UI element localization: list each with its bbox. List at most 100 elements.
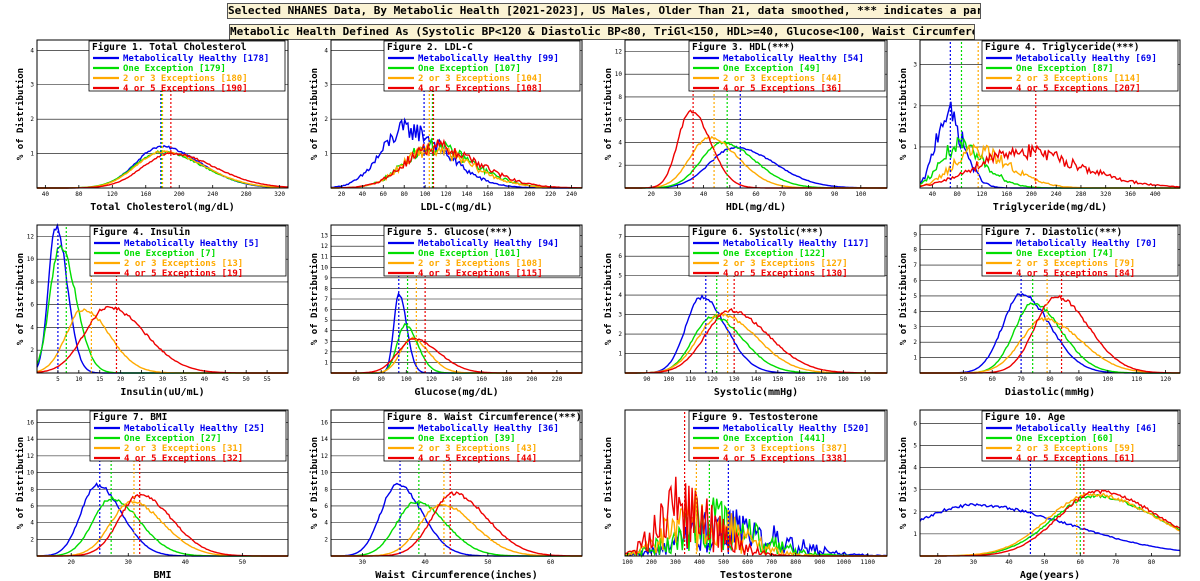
x-tick-label: 360	[1125, 191, 1136, 198]
x-tick-label: 240	[566, 191, 577, 198]
chart-panel-6: 60 80 100 120 140 160 180 200 220123456789101112…	[309, 224, 583, 398]
legend-entry: 2 or 3 Exceptions [180]	[123, 73, 248, 84]
x-tick-label: 240	[1051, 191, 1062, 198]
x-axis-label: Triglyceride(mg/dL)	[993, 201, 1107, 213]
x-tick-label: 140	[751, 376, 762, 383]
x-axis-label: HDL(mg/dL)	[726, 202, 786, 213]
series-line	[625, 308, 887, 374]
x-tick-label: 30	[970, 559, 978, 566]
y-tick-label: 2	[30, 536, 34, 543]
x-tick-label: 120	[441, 191, 452, 198]
y-axis-label: % of Distribution	[603, 68, 614, 160]
series-line	[920, 316, 1181, 374]
legend-entry: 4 or 5 Exceptions [19]	[124, 268, 243, 279]
x-tick-label: 40	[700, 191, 708, 198]
y-tick-label: 2	[30, 116, 34, 123]
chart-panel-4: 40 80 120 160 200 240 280 320 360 400 1 2 3 % of Dist…	[898, 39, 1181, 213]
x-tick-label: 220	[545, 191, 556, 198]
y-axis-label: % of Distribution	[898, 68, 909, 160]
x-tick-label: 120	[976, 191, 987, 198]
x-axis-label: Glucose(mg/dL)	[414, 387, 498, 398]
legend-box	[383, 410, 581, 462]
y-tick-label: 1	[324, 359, 328, 366]
x-tick-label: 320	[274, 191, 285, 198]
x-tick-label: 100	[663, 376, 674, 383]
y-tick-label: 1	[913, 531, 917, 538]
legend-entry: Metabolically Healthy [54]	[723, 53, 864, 64]
x-tick-label: 50	[243, 376, 251, 383]
y-tick-label: 1	[30, 151, 34, 158]
y-tick-label: 6	[324, 503, 328, 510]
x-tick-label: 700	[766, 559, 777, 566]
x-tick-label: 800	[790, 559, 801, 566]
y-axis-label: % of Distribution	[15, 437, 26, 529]
chart-panel-8: 50 60 70 80 90 100 110 120 1 2 3 4 5 6 7 8 9 % of Distrib…	[898, 224, 1181, 398]
x-tick-label: 190	[860, 376, 871, 383]
legend-entry: 4 or 5 Exceptions [338]	[723, 453, 848, 464]
x-tick-label: 80	[805, 191, 813, 198]
legend-box	[89, 410, 287, 462]
x-tick-label: 60	[989, 376, 997, 383]
y-tick-label: 5	[913, 293, 917, 300]
series-line	[331, 503, 582, 557]
y-tick-label: 4	[324, 328, 328, 335]
y-tick-label: 6	[913, 420, 917, 427]
legend-entry: Metabolically Healthy [69]	[1016, 53, 1157, 64]
chart-title: Figure 3. HDL(***)	[692, 42, 795, 53]
legend-entry: Metabolically Healthy [25]	[124, 423, 265, 434]
y-tick-label: 2	[324, 536, 328, 543]
legend-box	[88, 40, 286, 92]
y-axis-label: % of Distribution	[603, 437, 614, 529]
x-tick-label: 50	[484, 559, 492, 566]
y-tick-label: 8	[30, 279, 34, 286]
legend-entry: One Exception [27]	[124, 433, 222, 444]
legend-entry: Metabolically Healthy [117]	[723, 238, 869, 249]
x-tick-label: 200	[1026, 191, 1037, 198]
x-tick-label: 120	[107, 191, 118, 198]
legend-entry: 2 or 3 Exceptions [44]	[723, 73, 842, 84]
chart-title: Figure 4. Triglyceride(***)	[985, 42, 1139, 53]
chart-panel-7: 90 100 110 120 130 140 150 160 170 180 190 1 2 3 4 5 6 7%…	[603, 224, 888, 398]
x-tick-label: 60	[752, 191, 760, 198]
y-axis-label: % of Distribution	[15, 68, 26, 160]
y-tick-label: 8	[30, 486, 34, 493]
x-tick-label: 320	[1100, 191, 1111, 198]
x-tick-label: 180	[503, 191, 514, 198]
y-tick-label: 2	[324, 116, 328, 123]
legend-entry: 2 or 3 Exceptions [43]	[418, 443, 537, 454]
y-tick-label: 16	[27, 420, 35, 427]
x-tick-label: 160	[794, 376, 805, 383]
legend-entry: Metabolically Healthy [520]	[723, 423, 869, 434]
y-axis-label: % of Distribution	[309, 253, 320, 345]
x-tick-label: 200	[526, 376, 537, 383]
y-tick-label: 12	[27, 453, 35, 460]
y-tick-label: 7	[324, 296, 328, 303]
y-tick-label: 10	[27, 256, 35, 263]
x-tick-label: 20	[117, 376, 125, 383]
x-tick-label: 200	[524, 191, 535, 198]
plot-frame	[330, 39, 583, 189]
x-tick-label: 120	[426, 376, 437, 383]
plot-frame	[624, 409, 888, 557]
x-tick-label: 600	[742, 559, 753, 566]
legend-entry: One Exception [101]	[418, 248, 521, 259]
y-tick-label: 2	[618, 162, 622, 169]
y-tick-label: 8	[618, 94, 622, 101]
x-tick-label: 180	[838, 376, 849, 383]
y-tick-label: 2	[324, 349, 328, 356]
x-tick-label: 220	[551, 376, 562, 383]
series-line	[331, 291, 582, 374]
legend-entry: 2 or 3 Exceptions [59]	[1016, 443, 1135, 454]
legend-entry: 2 or 3 Exceptions [127]	[723, 258, 848, 269]
chart-title: Figure 1. Total Cholesterol	[92, 42, 247, 53]
chart-title: Figure 2. LDL-C	[387, 42, 473, 53]
y-tick-label: 6	[30, 503, 34, 510]
y-tick-label: 13	[321, 233, 329, 240]
y-tick-label: 4	[324, 520, 328, 527]
legend-entry: 4 or 5 Exceptions [115]	[418, 268, 543, 279]
x-tick-label: 90	[1075, 376, 1083, 383]
y-tick-label: 8	[324, 285, 328, 292]
x-tick-label: 30	[674, 191, 682, 198]
x-axis-label: Systolic(mmHg)	[714, 386, 798, 398]
